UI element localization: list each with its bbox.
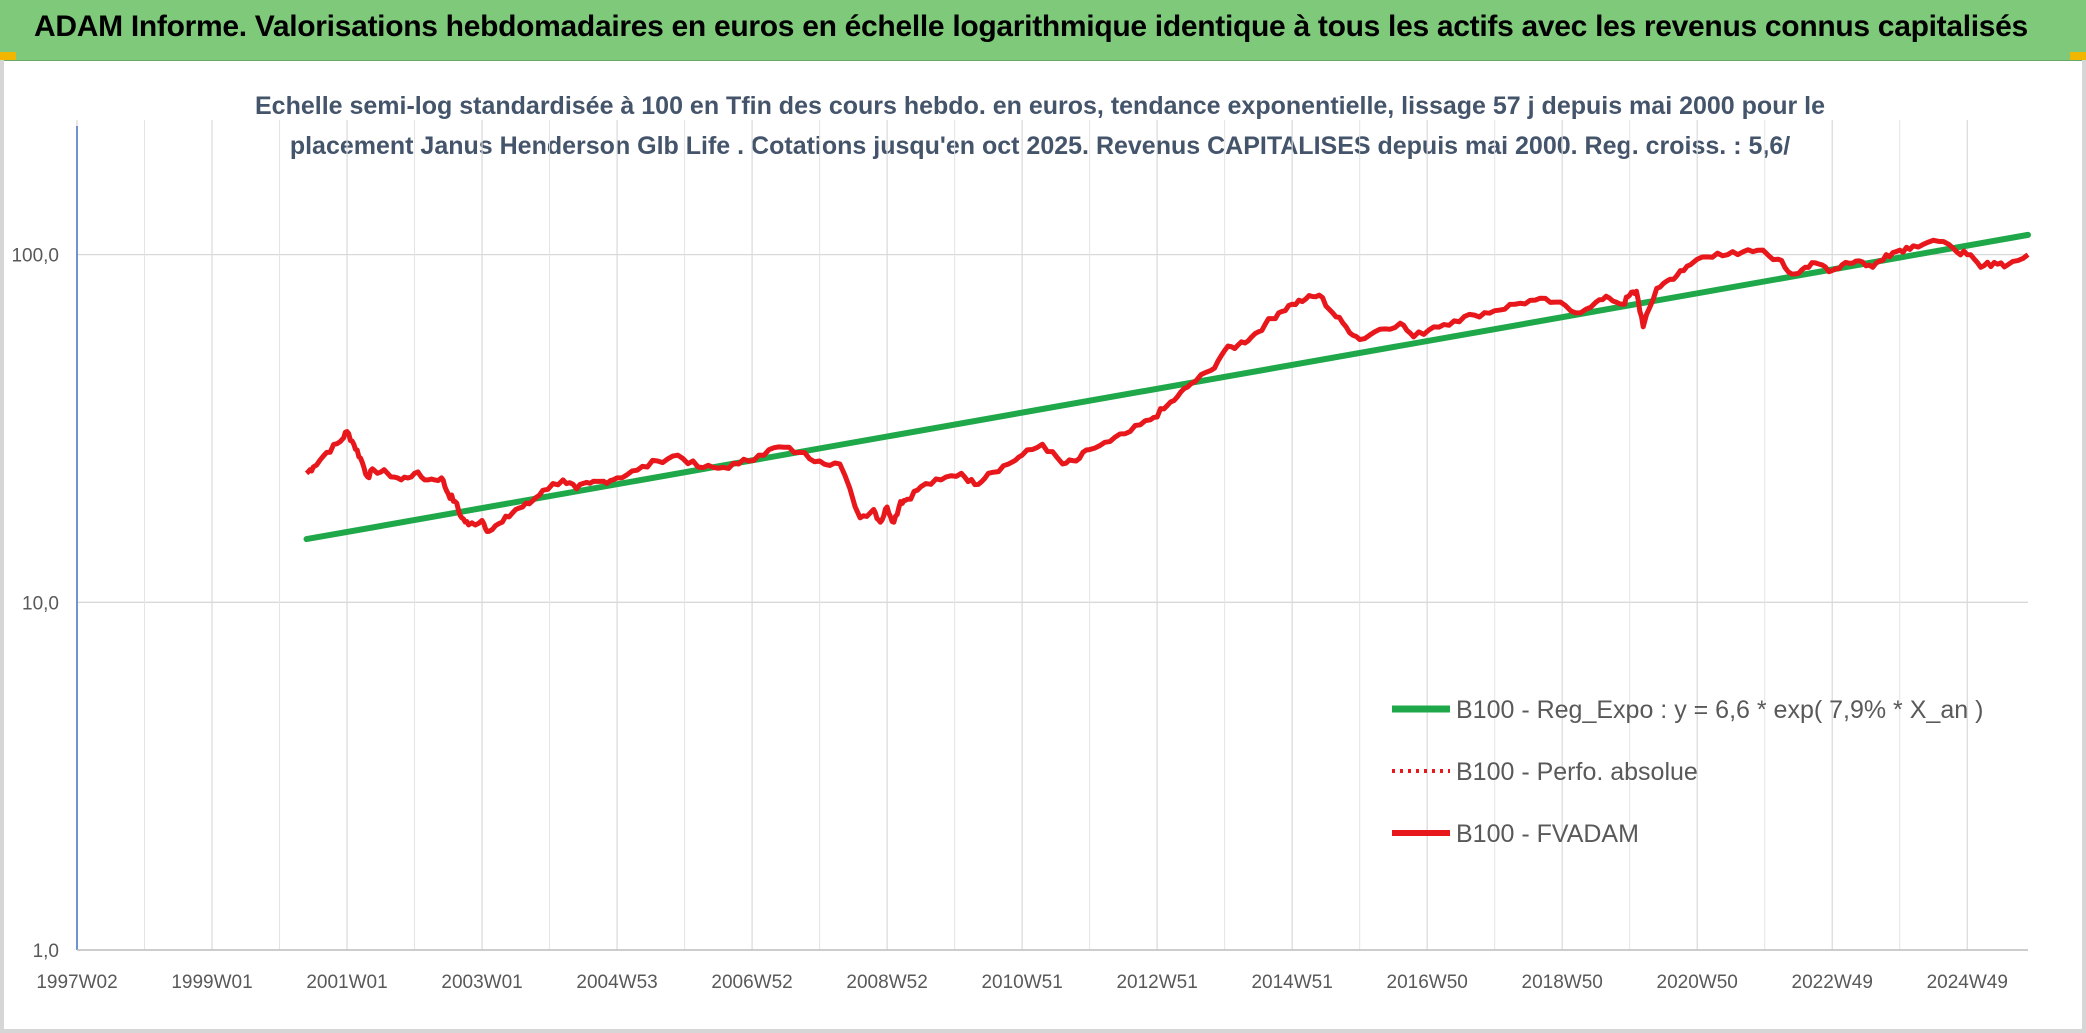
x-tick-label: 2018W50 — [1522, 972, 1603, 993]
x-tick-label: 2020W50 — [1657, 972, 1738, 993]
chart-axes: 100,0 10,0 1,0 1997W02 1999W01 2001W01 2003W01… — [11, 126, 2028, 993]
series-fvadam-line — [304, 237, 2030, 534]
x-tick-label: 2006W52 — [711, 972, 792, 993]
header-bar: ADAM Informe. Valorisations hebdomadaire… — [0, 0, 2086, 61]
x-tick-label: 2010W51 — [981, 972, 1062, 993]
x-tick-label: 2024W49 — [1927, 972, 2008, 993]
x-tick-label: 2016W50 — [1387, 972, 1468, 993]
chart-grid — [76, 120, 2028, 951]
x-tick-label: 2003W01 — [441, 972, 522, 993]
y-tick-label: 1,0 — [33, 941, 59, 962]
y-tick-label: 10,0 — [22, 593, 59, 614]
chart-title-line-1: Echelle semi-log standardisée à 100 en T… — [255, 92, 1825, 120]
corner-accent-left — [0, 52, 16, 60]
x-tick-label: 1999W01 — [171, 972, 252, 993]
frame-right — [2082, 60, 2086, 1033]
frame-left — [0, 60, 4, 1033]
report-title: ADAM Informe. Valorisations hebdomadaire… — [34, 10, 2028, 43]
chart-title-line-2: placement Janus Henderson Glb Life . Cot… — [289, 132, 1791, 160]
x-tick-label: 2008W52 — [846, 972, 927, 993]
legend-label: B100 - FVADAM — [1456, 820, 1639, 848]
x-tick-label: 2022W49 — [1792, 972, 1873, 993]
chart-title: Echelle semi-log standardisée à 100 en T… — [140, 86, 1940, 166]
chart-legend: B100 - Reg_Expo : y = 6,6 * exp( 7,9% * … — [1392, 696, 1983, 848]
x-tick-label: 2004W53 — [576, 972, 657, 993]
x-tick-label: 2001W01 — [306, 972, 387, 993]
frame-bottom — [0, 1029, 2086, 1033]
corner-accent-right — [2070, 52, 2086, 60]
y-tick-label: 100,0 — [11, 246, 59, 267]
x-tick-label: 2012W51 — [1116, 972, 1197, 993]
x-tick-label: 1997W02 — [36, 972, 117, 993]
chart-series — [303, 231, 2031, 543]
legend-label: B100 - Reg_Expo : y = 6,6 * exp( 7,9% * … — [1456, 696, 1983, 724]
series-reg-expo-line — [303, 231, 2031, 543]
legend-label: B100 - Perfo. absolue — [1456, 758, 1698, 786]
x-tick-label: 2014W51 — [1251, 972, 1332, 993]
